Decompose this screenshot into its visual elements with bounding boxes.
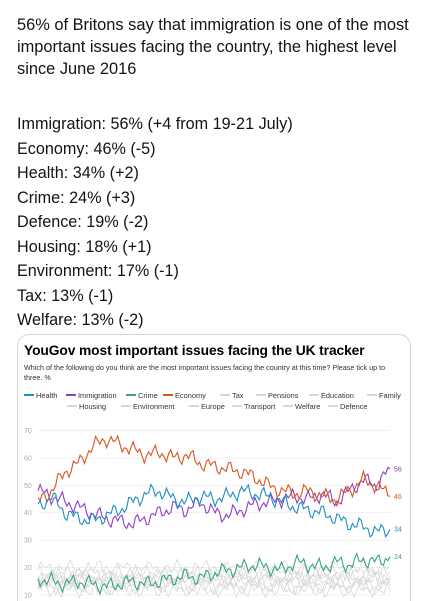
stat-tax: Tax: 13% (-1): [17, 286, 114, 305]
stat-defence: Defence: 19% (-2): [17, 213, 149, 231]
chart-image-card[interactable]: YouGov most important issues facing the …: [17, 334, 411, 601]
legend-swatch: [67, 405, 77, 408]
muted-series-line: [37, 566, 391, 591]
legend-label: Defence: [340, 402, 368, 411]
legend-swatch: [126, 394, 136, 397]
y-tick-label: 60: [24, 455, 32, 462]
series-line-health: [37, 483, 391, 539]
end-label-health: 34: [394, 527, 402, 534]
end-label-crime: 24: [394, 554, 402, 561]
chart-title: YouGov most important issues facing the …: [24, 343, 365, 358]
legend-item-immigration: Immigration: [66, 391, 117, 400]
legend-item-pensions: Pensions: [256, 391, 298, 400]
tweet-headline: 56% of Britons say that immigration is o…: [17, 16, 409, 78]
legend-item-health: Health: [24, 391, 57, 400]
legend-item-housing: Housing: [67, 402, 106, 411]
y-tick-label: 10: [24, 593, 32, 600]
y-tick-label: 20: [24, 565, 32, 572]
legend-swatch: [256, 394, 266, 397]
stat-economy: Economy: 46% (-5): [17, 139, 156, 158]
legend-label: Immigration: [78, 391, 117, 400]
legend-label: Health: [36, 391, 58, 400]
legend-item-welfare: Welfare: [283, 402, 320, 411]
legend-swatch: [121, 405, 131, 408]
stat-environment: Environment: 17% (-1): [17, 262, 179, 280]
legend-item-europe: Europe: [189, 402, 225, 411]
legend-swatch: [24, 394, 34, 397]
stat-immigration: Immigration: 56% (+4 from 19-21 July): [17, 115, 293, 133]
end-label-economy: 46: [394, 494, 402, 501]
legend-swatch: [232, 405, 242, 408]
legend-item-tax: Tax: [220, 391, 244, 400]
legend-label: Family: [379, 391, 401, 400]
chart-subtitle: Which of the following do you think are …: [24, 363, 386, 382]
legend-swatch: [367, 394, 377, 397]
legend-item-transport: Transport: [232, 402, 275, 411]
legend-item-economy: Economy: [163, 391, 206, 400]
muted-series-line: [37, 572, 391, 596]
stat-crime: Crime: 24% (+3): [17, 188, 136, 207]
legend-item-education: Education: [309, 391, 354, 400]
legend-swatch: [309, 394, 319, 397]
legend-swatch: [66, 394, 76, 397]
legend-item-crime: Crime: [126, 391, 158, 400]
legend-swatch: [189, 405, 199, 408]
issue-stats-list: Immigration: 56% (+4 from 19-21 July) Ec…: [17, 112, 417, 333]
stat-health: Health: 34% (+2): [17, 164, 139, 182]
legend-label: Europe: [201, 402, 225, 411]
legend-swatch: [328, 405, 338, 408]
legend-label: Housing: [79, 402, 107, 411]
legend-item-defence: Defence: [328, 402, 368, 411]
series-line-crime: [37, 552, 391, 596]
legend-label: Economy: [175, 391, 206, 400]
end-label-immigration: 56: [394, 466, 402, 473]
y-tick-label: 70: [24, 428, 32, 435]
muted-series-line: [37, 563, 391, 588]
y-tick-label: 30: [24, 538, 32, 545]
legend-label: Environment: [133, 402, 175, 411]
legend-swatch: [283, 405, 293, 408]
stat-housing: Housing: 18% (+1): [17, 237, 152, 256]
legend-swatch: [163, 394, 173, 397]
legend-swatch: [220, 394, 230, 397]
tracker-line-chart: 70 60 50 40 30 20 10 56 46 34 24: [24, 428, 402, 600]
y-tick-label: 50: [24, 483, 32, 490]
series-line-immigration: [37, 466, 391, 530]
legend-label: Welfare: [295, 402, 321, 411]
legend-label: Crime: [138, 391, 158, 400]
legend-label: Tax: [232, 391, 244, 400]
legend-item-family: Family: [367, 391, 401, 400]
legend-label: Education: [321, 391, 354, 400]
series-line-economy: [37, 434, 391, 508]
stat-welfare: Welfare: 13% (-2): [17, 311, 144, 329]
legend-item-environment: Environment: [121, 402, 175, 411]
legend-label: Pensions: [268, 391, 299, 400]
y-tick-label: 40: [24, 510, 32, 517]
legend-label: Transport: [244, 402, 276, 411]
